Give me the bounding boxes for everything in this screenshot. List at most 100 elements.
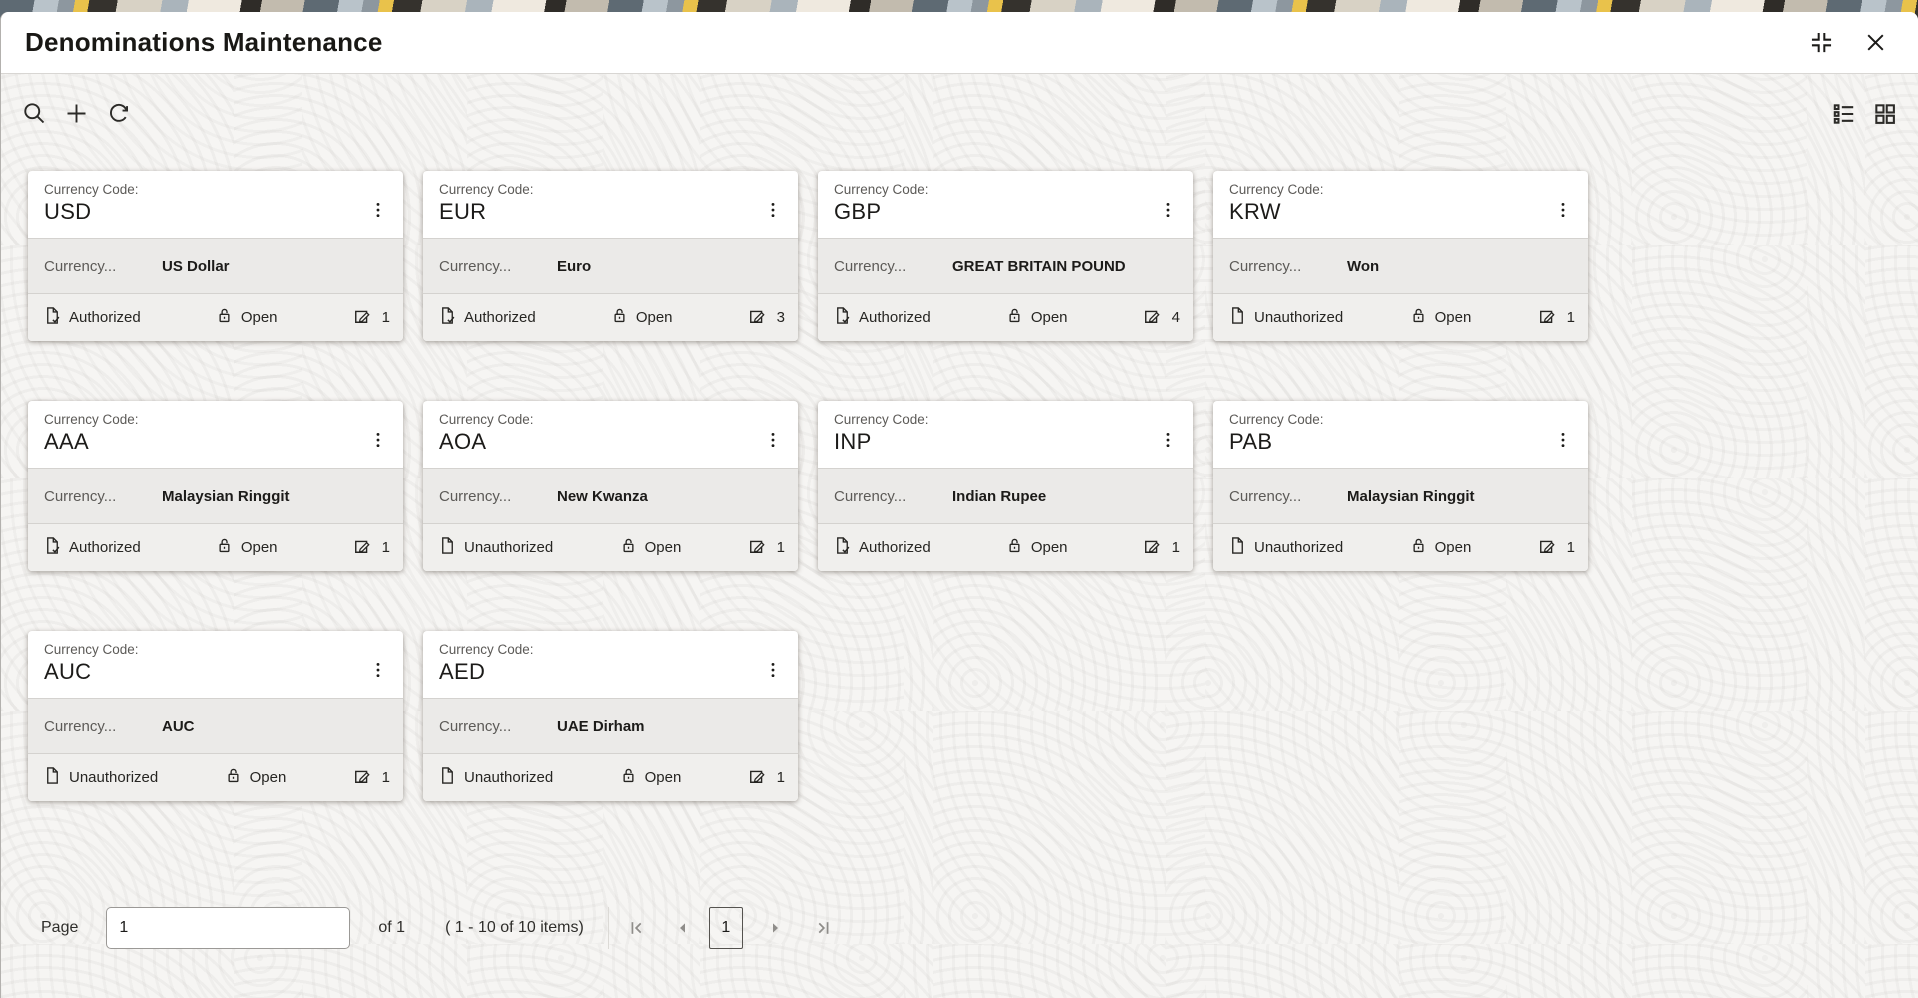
card-currency-row: Currency... UAE Dirham — [423, 698, 798, 754]
card-menu-button[interactable] — [760, 425, 786, 455]
toolbar-right — [1831, 101, 1898, 127]
card-status-row: Authorized Open — [818, 294, 1193, 341]
currency-card[interactable]: Currency Code: EUR Currency... Euro — [423, 171, 798, 341]
card-header: Currency Code: GBP — [818, 171, 1193, 238]
currency-name-value: Euro — [557, 257, 592, 275]
currency-name-value: US Dollar — [162, 257, 230, 275]
currency-name-label: Currency... — [44, 487, 117, 505]
edit-count-value: 1 — [1171, 539, 1180, 556]
currency-card[interactable]: Currency Code: USD Currency... US Dollar — [28, 171, 403, 341]
edit-count-value: 1 — [381, 309, 390, 326]
record-status-text: Open — [644, 769, 682, 786]
card-menu-button[interactable] — [760, 655, 786, 685]
card-menu-button[interactable] — [1550, 195, 1576, 225]
currency-code-label: Currency Code: — [439, 642, 534, 657]
refresh-button[interactable] — [105, 100, 132, 127]
card-status-row: Authorized Open — [423, 294, 798, 341]
open-lock-icon — [619, 766, 638, 789]
record-status-text: Open — [635, 309, 673, 326]
record-status: Open — [619, 536, 681, 559]
previous-page-button[interactable] — [671, 916, 695, 940]
record-status-text: Open — [1434, 309, 1472, 326]
edit-count-group: 1 — [352, 536, 390, 560]
card-menu-button[interactable] — [365, 425, 391, 455]
edit-count-value: 3 — [776, 309, 785, 326]
currency-name-label: Currency... — [1229, 487, 1302, 505]
edit-count-value: 1 — [381, 769, 390, 786]
currency-name-value: AUC — [162, 717, 195, 735]
edit-count-group: 1 — [352, 306, 390, 330]
open-lock-icon — [1005, 306, 1024, 329]
card-currency-row: Currency... Euro — [423, 238, 798, 294]
current-page-button[interactable]: 1 — [708, 907, 743, 949]
record-status: Open — [1409, 306, 1472, 329]
card-currency-row: Currency... Malaysian Ringgit — [28, 468, 403, 524]
currency-code-value: GBP — [834, 199, 882, 224]
edit-count-group: 4 — [1142, 306, 1180, 330]
card-menu-button[interactable] — [760, 195, 786, 225]
edit-count-group: 3 — [747, 306, 785, 330]
card-status-row: Unauthorized Open — [1213, 524, 1588, 571]
currency-card[interactable]: Currency Code: AED Currency... UAE Dirha… — [423, 631, 798, 801]
next-page-button[interactable] — [763, 916, 787, 940]
last-page-button[interactable] — [809, 914, 837, 942]
card-currency-row: Currency... Indian Rupee — [818, 468, 1193, 524]
open-lock-icon — [215, 306, 234, 329]
edit-count-value: 1 — [1566, 309, 1575, 326]
add-button[interactable] — [63, 100, 90, 127]
authorization-status-text: Unauthorized — [464, 539, 554, 556]
page-number-input[interactable] — [106, 907, 351, 949]
search-button[interactable] — [21, 100, 48, 127]
kebab-icon — [369, 662, 387, 684]
currency-card[interactable]: Currency Code: KRW Currency... Won — [1213, 171, 1588, 341]
edit-icon — [1537, 306, 1557, 330]
card-menu-button[interactable] — [1155, 195, 1181, 225]
currency-code-value: EUR — [439, 199, 487, 224]
currency-card[interactable]: Currency Code: AUC Currency... AUC — [28, 631, 403, 801]
currency-card[interactable]: Currency Code: GBP Currency... GREAT BRI… — [818, 171, 1193, 341]
currency-card[interactable]: Currency Code: AAA Currency... Malaysian… — [28, 401, 403, 571]
kebab-icon — [1554, 202, 1572, 224]
record-status-text: Open — [249, 769, 287, 786]
authorization-status: Unauthorized — [438, 536, 553, 559]
unauthorized-icon — [1228, 536, 1247, 559]
open-lock-icon — [1409, 306, 1428, 329]
authorization-status-text: Unauthorized — [1254, 309, 1344, 326]
card-menu-button[interactable] — [1155, 425, 1181, 455]
kebab-icon — [1159, 202, 1177, 224]
previous-page-icon — [675, 923, 691, 939]
kebab-icon — [764, 202, 782, 224]
cards-grid: Currency Code: USD Currency... US Dollar — [1, 127, 1621, 801]
refresh-icon — [105, 100, 132, 127]
collapse-window-button[interactable] — [1808, 29, 1835, 56]
currency-code-label: Currency Code: — [1229, 182, 1324, 197]
edit-count-value: 4 — [1171, 309, 1180, 326]
currency-card[interactable]: Currency Code: PAB Currency... Malaysian… — [1213, 401, 1588, 571]
currency-name-label: Currency... — [834, 257, 907, 275]
items-range-text: ( 1 - 10 of 10 items) — [445, 919, 584, 936]
grid-view-button[interactable] — [1872, 101, 1898, 127]
card-menu-button[interactable] — [1550, 425, 1576, 455]
edit-icon — [1142, 306, 1162, 330]
card-header: Currency Code: AUC — [28, 631, 403, 698]
edit-count-group: 1 — [1537, 536, 1575, 560]
add-icon — [63, 100, 90, 127]
authorized-icon — [833, 536, 852, 559]
card-menu-button[interactable] — [365, 195, 391, 225]
first-page-button[interactable] — [623, 914, 651, 942]
currency-name-value: Won — [1347, 257, 1380, 275]
currency-name-value: Malaysian Ringgit — [162, 487, 290, 505]
currency-card[interactable]: Currency Code: INP Currency... Indian Ru… — [818, 401, 1193, 571]
currency-card[interactable]: Currency Code: AOA Currency... New Kwanz… — [423, 401, 798, 571]
open-lock-icon — [619, 536, 638, 559]
close-window-button[interactable] — [1863, 30, 1888, 55]
card-header: Currency Code: USD — [28, 171, 403, 238]
list-view-button[interactable] — [1831, 101, 1857, 127]
card-currency-row: Currency... GREAT BRITAIN POUND — [818, 238, 1193, 294]
record-status: Open — [215, 306, 278, 329]
currency-name-label: Currency... — [439, 487, 512, 505]
authorization-status: Authorized — [438, 306, 536, 329]
window-actions — [1808, 29, 1888, 56]
authorization-status: Authorized — [833, 306, 931, 329]
card-menu-button[interactable] — [365, 655, 391, 685]
